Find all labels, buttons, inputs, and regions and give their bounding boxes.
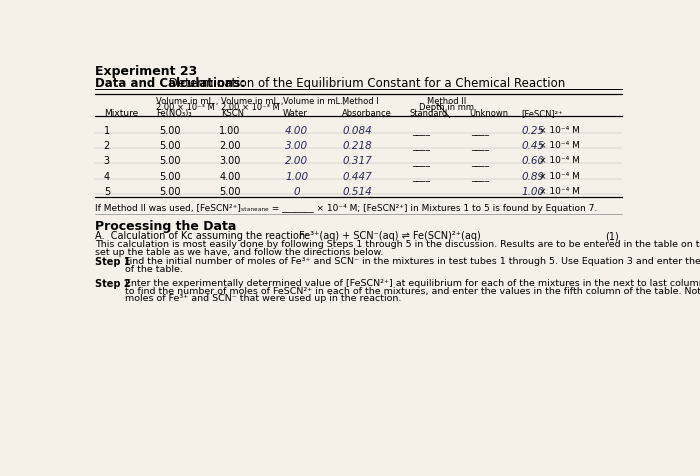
Text: Volume in mL.,: Volume in mL., — [283, 97, 345, 106]
Text: Enter the experimentally determined value of [FeSCN²⁺] at equilibrium for each o: Enter the experimentally determined valu… — [125, 279, 700, 288]
Text: 4.00: 4.00 — [285, 126, 308, 136]
Text: Experiment 23: Experiment 23 — [95, 65, 197, 78]
Text: Unknown: Unknown — [469, 109, 508, 119]
Text: Step 1: Step 1 — [95, 258, 131, 268]
Text: 2.00: 2.00 — [219, 141, 241, 151]
Text: This calculation is most easily done by following Steps 1 through 5 in the discu: This calculation is most easily done by … — [95, 240, 700, 249]
Text: Absorbance: Absorbance — [342, 109, 391, 119]
Text: 5.00: 5.00 — [159, 187, 181, 197]
Text: × 10⁻⁴ M: × 10⁻⁴ M — [538, 187, 580, 196]
Text: ____: ____ — [471, 173, 489, 182]
Text: Volume in mL.,: Volume in mL., — [155, 97, 218, 106]
Text: Depth in mm: Depth in mm — [419, 103, 474, 112]
Text: 0.514: 0.514 — [342, 187, 372, 197]
Text: ____: ____ — [471, 127, 489, 136]
Text: 0.084: 0.084 — [342, 126, 372, 136]
Text: 0.447: 0.447 — [342, 172, 372, 182]
Text: Method I: Method I — [342, 97, 379, 106]
Text: 1: 1 — [104, 126, 110, 136]
Text: 0: 0 — [293, 187, 300, 197]
Text: 0.89: 0.89 — [522, 172, 545, 182]
Text: Volume in mL.,: Volume in mL., — [220, 97, 284, 106]
Text: Method II: Method II — [427, 97, 466, 106]
Text: ____: ____ — [412, 158, 430, 167]
Text: ____: ____ — [412, 143, 430, 151]
Text: to find the number of moles of FeSCN²⁺ in each of the mixtures, and enter the va: to find the number of moles of FeSCN²⁺ i… — [125, 287, 700, 296]
Text: 0.45: 0.45 — [522, 141, 545, 151]
Text: Processing the Data: Processing the Data — [95, 219, 237, 233]
Text: Determination of the Equilibrium Constant for a Chemical Reaction: Determination of the Equilibrium Constan… — [165, 77, 566, 90]
Text: × 10⁻⁴ M: × 10⁻⁴ M — [538, 141, 580, 150]
Text: 2.00 × 10⁻³ M: 2.00 × 10⁻³ M — [155, 103, 214, 112]
Text: Find the initial number of moles of Fe³⁺ and SCN⁻ in the mixtures in test tubes : Find the initial number of moles of Fe³⁺… — [125, 258, 700, 266]
Text: 0.25: 0.25 — [522, 126, 545, 136]
Text: A.  Calculation of Kc assuming the reaction:: A. Calculation of Kc assuming the reacti… — [95, 231, 309, 241]
Text: moles of Fe³⁺ and SCN⁻ that were used up in the reaction.: moles of Fe³⁺ and SCN⁻ that were used up… — [125, 294, 401, 303]
Text: ____: ____ — [471, 158, 489, 167]
Text: Fe³⁺(aq) + SCN⁻(aq) ⇌ Fe(SCN)²⁺(aq): Fe³⁺(aq) + SCN⁻(aq) ⇌ Fe(SCN)²⁺(aq) — [299, 231, 481, 241]
Text: Fe(NO₃)₃: Fe(NO₃)₃ — [155, 109, 191, 119]
Text: 2.00: 2.00 — [285, 157, 308, 167]
Text: Step 2: Step 2 — [95, 279, 131, 289]
Text: KSCN: KSCN — [220, 109, 244, 119]
Text: 5: 5 — [104, 187, 110, 197]
Text: 5.00: 5.00 — [159, 157, 181, 167]
Text: 0.317: 0.317 — [342, 157, 372, 167]
Text: × 10⁻⁴ M: × 10⁻⁴ M — [538, 126, 580, 135]
Text: of the table.: of the table. — [125, 265, 183, 274]
Text: 2.00 × 10⁻³ M: 2.00 × 10⁻³ M — [220, 103, 279, 112]
Text: × 10⁻⁴ M: × 10⁻⁴ M — [538, 172, 580, 181]
Text: 4.00: 4.00 — [219, 172, 241, 182]
Text: 0.60: 0.60 — [522, 157, 545, 167]
Text: [FeSCN]²⁺: [FeSCN]²⁺ — [522, 109, 563, 119]
Text: Water: Water — [283, 109, 308, 119]
Text: 1.00: 1.00 — [219, 126, 241, 136]
Text: ____: ____ — [471, 143, 489, 151]
Text: ____: ____ — [412, 189, 430, 198]
Text: 3.00: 3.00 — [285, 141, 308, 151]
Text: 1.00: 1.00 — [522, 187, 545, 197]
Text: 3: 3 — [104, 157, 110, 167]
Text: set up the table as we have, and follow the directions below.: set up the table as we have, and follow … — [95, 248, 384, 257]
Text: 0.218: 0.218 — [342, 141, 372, 151]
Text: If Method II was used, [FeSCN²⁺]ₛₜₐₙₑₐₙₑ = _______ × 10⁻⁴ M; [FeSCN²⁺] in Mixtur: If Method II was used, [FeSCN²⁺]ₛₜₐₙₑₐₙₑ… — [95, 204, 598, 213]
Text: Mixture: Mixture — [104, 109, 139, 119]
Text: 1.00: 1.00 — [285, 172, 308, 182]
Text: 2: 2 — [104, 141, 110, 151]
Text: ____: ____ — [471, 189, 489, 198]
Text: Standard: Standard — [409, 109, 447, 119]
Text: (1): (1) — [606, 231, 619, 241]
Text: 3.00: 3.00 — [219, 157, 241, 167]
Text: × 10⁻⁴ M: × 10⁻⁴ M — [538, 157, 580, 166]
Text: 4: 4 — [104, 172, 110, 182]
Text: ____: ____ — [412, 173, 430, 182]
Text: 5.00: 5.00 — [219, 187, 241, 197]
Text: 5.00: 5.00 — [159, 126, 181, 136]
Text: 5.00: 5.00 — [159, 172, 181, 182]
Text: Data and Calculations:: Data and Calculations: — [95, 77, 246, 90]
Text: 5.00: 5.00 — [159, 141, 181, 151]
Text: ____: ____ — [412, 127, 430, 136]
